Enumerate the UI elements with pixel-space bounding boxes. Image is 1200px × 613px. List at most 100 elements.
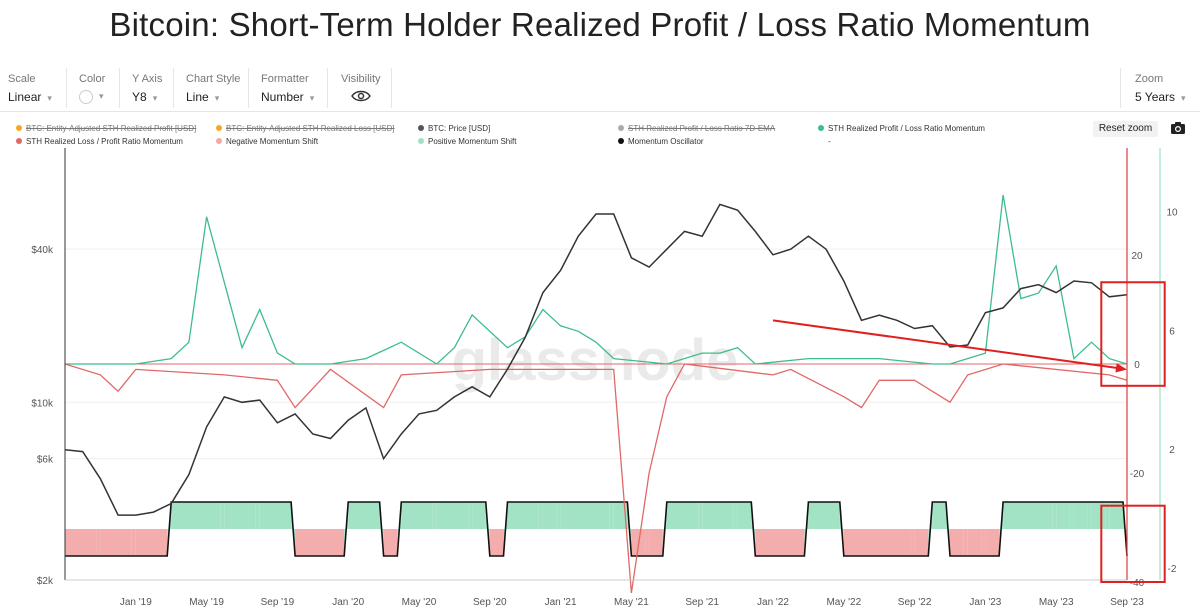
oscillator-fill-segment: [932, 502, 946, 529]
oscillator-fill-segment: [985, 529, 1000, 556]
oscillator-fill-segment: [666, 502, 699, 529]
oscillator-fill-segment: [65, 529, 97, 556]
legend-item[interactable]: STH Realized Profit / Loss Ratio Momentu…: [818, 124, 985, 133]
oscillator-fill: [65, 502, 1127, 556]
oscillator-fill-segment: [733, 502, 738, 529]
oscillator-fill-segment: [255, 502, 260, 529]
x-tick-label: May '21: [614, 597, 649, 608]
oscillator-fill-segment: [843, 529, 911, 556]
chevron-down-icon: ▾: [47, 93, 52, 103]
toolbar-divider: [173, 68, 174, 108]
legend-item[interactable]: Momentum Oscillator: [618, 137, 704, 146]
toolbar: Scale Linear ▾ Color ▾ Y Axis Y8 ▾ Chart S…: [0, 68, 1200, 112]
x-tick-label: Sep '20: [473, 597, 507, 608]
btc-price-line: [64, 203, 1128, 516]
formatter-value: Number: [261, 90, 304, 104]
oscillator-fill-segment: [1056, 502, 1070, 529]
legend-item[interactable]: BTC: Price [USD]: [418, 124, 490, 133]
toolbar-divider: [119, 68, 120, 108]
legend-label: STH Realized Profit / Loss Ratio Momentu…: [828, 124, 985, 133]
legend-label: Momentum Oscillator: [628, 137, 704, 146]
chart-title: Bitcoin: Short-Term Holder Realized Prof…: [109, 6, 1091, 43]
zoom-value: 5 Years: [1135, 90, 1176, 104]
x-tick-label: May '22: [826, 597, 861, 608]
y-right-outer-tick-label: 6: [1169, 326, 1175, 337]
oscillator-fill-segment: [737, 502, 752, 529]
legend-label: Positive Momentum Shift: [428, 137, 517, 146]
toolbar-divider: [66, 68, 67, 108]
x-tick-label: Jan '21: [545, 597, 577, 608]
oscillator-fill-segment: [967, 529, 982, 556]
oscillator-fill-segment: [224, 502, 256, 529]
legend-item[interactable]: Negative Momentum Shift: [216, 137, 318, 146]
oscillator-fill-segment: [96, 529, 101, 556]
reset-zoom-button[interactable]: Reset zoom: [1093, 121, 1158, 137]
oscillator-fill-segment: [1105, 502, 1110, 529]
oscillator-fill-segment: [135, 529, 168, 556]
annotation-arrowhead: [1115, 363, 1127, 373]
oscillator-fill-segment: [295, 529, 327, 556]
oscillator-fill-segment: [472, 502, 486, 529]
chart-axes: $2k $6k $10k $40k 20 0 -20 -40 10 6 2 -2 Jan '19 May …: [31, 148, 1178, 608]
oscillator-fill-segment: [1038, 502, 1053, 529]
legend-label: -: [828, 137, 831, 146]
chart-style-control[interactable]: Chart Style Line ▾: [186, 73, 240, 106]
legend-item[interactable]: BTC: Entity-Adjusted STH Realized Profit…: [16, 124, 196, 133]
zoom-control[interactable]: Zoom 5 Years ▾: [1135, 73, 1186, 106]
y-right-inner-tick-label: -40: [1130, 578, 1145, 589]
chevron-down-icon: ▾: [152, 93, 158, 103]
annotation-box: [1100, 281, 1166, 387]
oscillator-fill-segment: [769, 529, 773, 556]
legend-swatch: [418, 125, 424, 131]
oscillator-fill-segment: [1069, 502, 1074, 529]
oscillator-fill-segment: [609, 502, 614, 529]
oscillator-fill-segment: [560, 502, 610, 529]
scale-control[interactable]: Scale Linear ▾: [8, 73, 52, 106]
oscillator-fill-segment: [914, 529, 929, 556]
x-tick-label: Jan '20: [332, 597, 364, 608]
legend-item[interactable]: BTC: Entity-Adjusted STH Realized Loss […: [216, 124, 395, 133]
formatter-control[interactable]: Formatter Number ▾: [261, 73, 314, 106]
watermark: glassnode: [452, 328, 739, 393]
eye-icon: [351, 90, 371, 102]
chart-style-value: Line: [186, 90, 209, 104]
x-tick-label: Sep '19: [261, 597, 295, 608]
oscillator-fill-segment: [698, 502, 703, 529]
scale-value: Linear: [8, 90, 42, 104]
legend-label: STH Realized Profit / Loss Ratio 7D-EMA: [628, 124, 776, 133]
y-left-tick-label: $10k: [31, 398, 54, 409]
oscillator-fill-segment: [1003, 502, 1035, 529]
legend-swatch: [418, 138, 424, 144]
chart-area: glassnode $2k $6k $10k $40k 20 0 -20 -40 10 6 2 -2 J…: [31, 148, 1178, 608]
oscillator-fill-segment: [649, 529, 663, 556]
oscillator-fill-segment: [1109, 502, 1123, 529]
x-tick-label: May '20: [402, 597, 437, 608]
y-left-tick-label: $6k: [37, 455, 54, 466]
legend-item[interactable]: STH Realized Profit / Loss Ratio 7D-EMA: [618, 124, 775, 133]
y-right-inner-tick-label: -20: [1130, 469, 1145, 480]
legend-swatch: [16, 138, 22, 144]
visibility-control[interactable]: Visibility: [341, 73, 381, 108]
y-axis-label: Y Axis: [132, 73, 163, 85]
y-axis-value: Y8: [132, 90, 147, 104]
color-control[interactable]: Color ▾: [79, 73, 105, 104]
scale-label: Scale: [8, 73, 36, 85]
oscillator-fill-segment: [702, 502, 734, 529]
oscillator-fill-segment: [131, 529, 136, 556]
chart-lines: [64, 194, 1128, 593]
zoom-label: Zoom: [1135, 73, 1164, 85]
legend-item[interactable]: Positive Momentum Shift: [418, 137, 516, 146]
legend-item[interactable]: -: [828, 137, 831, 146]
oscillator-fill-segment: [326, 529, 331, 556]
legend-item[interactable]: STH Realized Loss / Profit Ratio Momentu…: [16, 137, 183, 146]
x-tick-label: Jan '23: [969, 597, 1001, 608]
legend-swatch: [16, 125, 22, 131]
chevron-down-icon: ▾: [99, 90, 104, 101]
legend-label: BTC: Price [USD]: [428, 124, 491, 133]
camera-icon[interactable]: [1170, 120, 1186, 136]
legend-swatch: [818, 125, 824, 131]
toolbar-divider: [1120, 68, 1121, 108]
y-axis-control[interactable]: Y Axis Y8 ▾: [132, 73, 162, 106]
toolbar-divider: [248, 68, 249, 108]
y-right-inner-tick-label: 0: [1134, 360, 1140, 371]
